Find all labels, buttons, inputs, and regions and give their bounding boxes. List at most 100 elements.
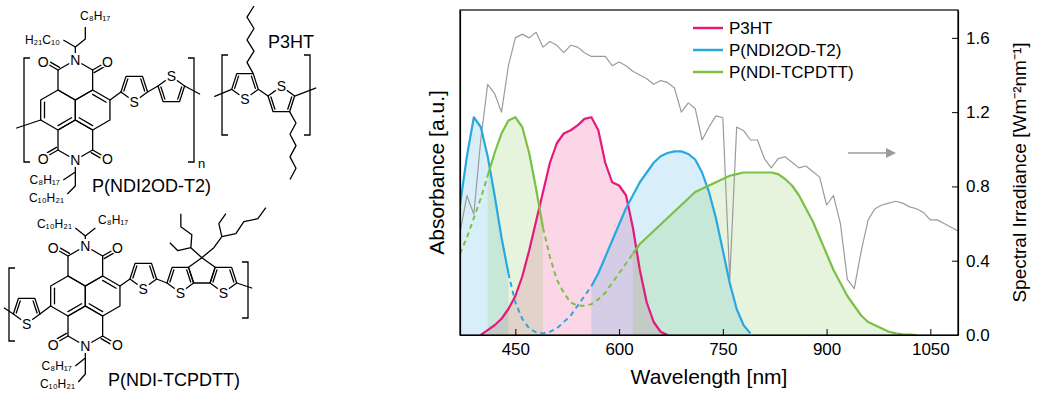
series-line-dashed bbox=[460, 176, 633, 306]
bond bbox=[16, 301, 20, 313]
y2-axis-tick-mark bbox=[952, 335, 958, 336]
chain bbox=[290, 112, 296, 180]
x-axis-tick-label: 900 bbox=[813, 340, 841, 359]
bond bbox=[141, 79, 145, 91]
bond bbox=[295, 88, 316, 96]
bracket bbox=[188, 58, 194, 162]
bond bbox=[271, 97, 275, 109]
bond bbox=[54, 288, 55, 304]
y2-axis-tick-label: 0.0 bbox=[966, 326, 990, 345]
atom-label: S bbox=[240, 91, 249, 107]
structure-name: P(NDI2OD-T2) bbox=[92, 176, 211, 196]
lines bbox=[460, 117, 917, 335]
atom-label: O bbox=[38, 151, 49, 167]
y2-axis-tick: 0.4 bbox=[952, 252, 990, 271]
bond bbox=[230, 270, 234, 282]
bond bbox=[40, 306, 51, 314]
chain-label: C₈H₁₇ bbox=[98, 213, 128, 227]
y2-axis-tick-mark bbox=[952, 261, 958, 262]
y2-axis-tick-mark bbox=[952, 186, 958, 187]
atom-label: O bbox=[112, 337, 123, 353]
chain-label: C₁₀H₂₁ bbox=[37, 217, 72, 231]
chart: 45060075090010500.00.40.81.21.6Wavelengt… bbox=[425, 10, 1030, 388]
atom-label: O bbox=[102, 54, 113, 70]
chain bbox=[181, 214, 202, 258]
bond bbox=[33, 301, 37, 313]
bond bbox=[150, 266, 154, 278]
y2-axis-line bbox=[958, 11, 959, 336]
bond bbox=[93, 94, 107, 102]
x-axis-tick: 600 bbox=[605, 329, 633, 359]
x-axis-tick-mark bbox=[930, 329, 931, 335]
bond bbox=[120, 279, 130, 286]
bond bbox=[213, 270, 217, 282]
bracket bbox=[304, 55, 310, 135]
y2-axis: 0.00.40.81.21.6 bbox=[952, 11, 990, 345]
plot-area bbox=[460, 32, 958, 335]
ring bbox=[75, 90, 110, 130]
legend-swatch bbox=[693, 27, 723, 30]
bond bbox=[237, 283, 252, 288]
atom-label: S bbox=[130, 94, 139, 110]
chain bbox=[247, 6, 254, 74]
chain-label: H₂₁C₁₀ bbox=[25, 33, 60, 47]
y2-axis-tick: 0.0 bbox=[952, 326, 990, 345]
legend-swatch bbox=[693, 71, 723, 74]
atom-label: S bbox=[139, 281, 148, 297]
series-line bbox=[488, 117, 917, 335]
bond bbox=[17, 120, 41, 128]
bond bbox=[258, 89, 268, 96]
y2-axis-tick-mark bbox=[952, 112, 958, 113]
structures: OONOONSSC₈H₁₇H₂₁C₁₀C₈H₁₇C₁₀H₂₁nP(NDI2OD-… bbox=[4, 6, 315, 391]
series-line-dashed bbox=[508, 273, 591, 333]
ring bbox=[41, 90, 76, 130]
legend-label: P(NDI-TCPDTT) bbox=[729, 63, 854, 82]
bracket bbox=[222, 55, 228, 135]
x-axis-tick-label: 450 bbox=[502, 340, 530, 359]
bond bbox=[288, 97, 292, 109]
ring bbox=[85, 276, 120, 316]
atom-label: S bbox=[167, 68, 176, 84]
y2-axis-tick-label: 0.4 bbox=[966, 252, 990, 271]
areas bbox=[460, 117, 917, 335]
axis-arrow-head bbox=[886, 148, 896, 158]
atom-label: N bbox=[70, 152, 80, 168]
chain bbox=[219, 214, 226, 237]
spectrum-layer bbox=[460, 32, 958, 288]
x-axis-tick-mark bbox=[619, 329, 620, 335]
bond bbox=[148, 86, 158, 92]
y2-axis-tick: 1.2 bbox=[952, 103, 990, 122]
atom-label: O bbox=[112, 240, 123, 256]
x-axis-tick-mark bbox=[827, 329, 828, 335]
bond bbox=[124, 79, 128, 91]
chain bbox=[170, 243, 191, 251]
chain-label: C₈H₁₇ bbox=[42, 359, 72, 373]
bond bbox=[133, 266, 137, 278]
y-axis-line bbox=[460, 11, 461, 336]
atom-label: S bbox=[22, 316, 31, 332]
chain-label: C₁₀H₂₁ bbox=[29, 191, 64, 205]
bond bbox=[103, 280, 117, 288]
y2-axis-title: Spectral Irradiance [Wm⁻²nm⁻¹] bbox=[1009, 42, 1030, 302]
x-axis-tick: 900 bbox=[813, 329, 841, 359]
series-line bbox=[460, 117, 751, 333]
x-axis-title: Wavelength [nm] bbox=[631, 365, 788, 388]
bonds bbox=[4, 6, 315, 382]
bond bbox=[110, 92, 121, 100]
x-axis-line bbox=[461, 335, 959, 336]
bond bbox=[44, 102, 45, 118]
atom-label: S bbox=[219, 285, 228, 301]
y2-axis-tick: 1.6 bbox=[952, 29, 990, 48]
atom-label: N bbox=[80, 338, 90, 354]
atom-label: O bbox=[102, 151, 113, 167]
legend: P3HTP(NDI2OD-T2)P(NDI-TCPDTT) bbox=[693, 19, 854, 82]
x-axis-tick-label: 750 bbox=[709, 340, 737, 359]
atom-label: O bbox=[48, 337, 59, 353]
y-axis bbox=[460, 11, 461, 336]
structure-name: P3HT bbox=[268, 32, 314, 52]
x-axis-tick-label: 1050 bbox=[912, 340, 950, 359]
y-axis-title: Absorbance [a.u.] bbox=[425, 90, 448, 255]
atoms: OONOONSSC₈H₁₇H₂₁C₁₀C₈H₁₇C₁₀H₂₁nP(NDI2OD-… bbox=[20, 9, 314, 391]
chain-label: C₈H₁₇ bbox=[30, 173, 60, 187]
chain-label: C₈H₁₇ bbox=[80, 9, 110, 23]
